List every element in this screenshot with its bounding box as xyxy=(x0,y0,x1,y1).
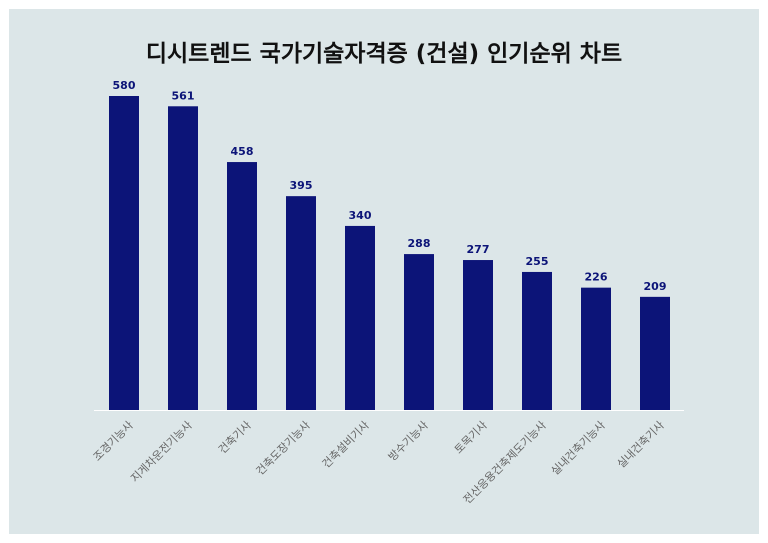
bar xyxy=(168,106,198,411)
bar-value-label: 288 xyxy=(408,237,431,250)
x-tick-label: 건축기사 xyxy=(216,419,254,457)
x-tick-label: 지게차운전기능사 xyxy=(128,419,194,485)
bar xyxy=(522,271,552,410)
bar-value-label: 209 xyxy=(644,280,667,293)
x-tick-label: 실내건축기사 xyxy=(615,419,667,471)
x-tick-label: 방수기능사 xyxy=(386,419,431,464)
bar-value-label: 458 xyxy=(231,145,254,158)
bar xyxy=(640,296,670,410)
value-labels-group: 580 561 458 395 340 288 277 255 226 209 xyxy=(113,79,667,293)
bar xyxy=(463,260,493,410)
bar-value-label: 561 xyxy=(172,89,195,102)
bar-value-label: 395 xyxy=(290,179,313,192)
x-tick-label: 건축도장기능사 xyxy=(253,419,312,478)
bar xyxy=(345,225,375,410)
bar-value-label: 226 xyxy=(585,271,608,284)
bar xyxy=(286,196,316,410)
bar xyxy=(581,287,611,410)
bar xyxy=(109,96,139,410)
x-tick-label: 토목기사 xyxy=(452,419,490,457)
bar xyxy=(227,162,257,410)
chart-title: 디시트렌드 국가기술자격증 (건설) 인기순위 차트 xyxy=(145,41,623,67)
bar-value-label: 255 xyxy=(526,255,549,268)
bar-value-label: 277 xyxy=(467,243,490,256)
x-tick-label: 실내건축기능사 xyxy=(548,419,607,478)
bar xyxy=(404,254,434,410)
x-tick-label: 건축설비기사 xyxy=(320,419,372,471)
bars-group xyxy=(109,96,670,411)
bar-value-label: 580 xyxy=(113,79,136,92)
bar-value-label: 340 xyxy=(349,209,372,222)
x-tick-label: 조경기능사 xyxy=(91,419,136,464)
